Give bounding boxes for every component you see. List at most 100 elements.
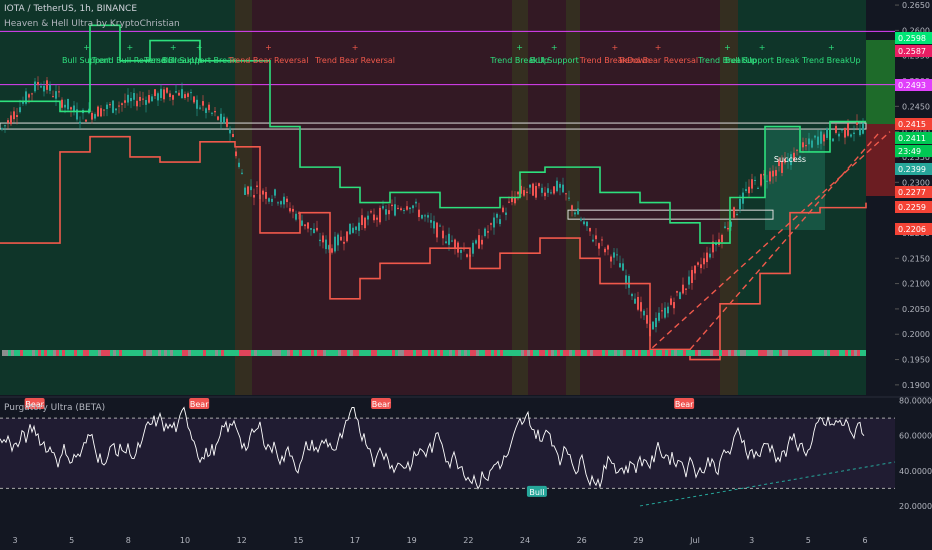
signal-strip-cell [839, 350, 842, 356]
candle-body [655, 317, 657, 328]
signal-strip-cell [719, 350, 722, 356]
candle-body [421, 214, 423, 219]
signal-strip-cell [857, 350, 860, 356]
signal-strip-cell [332, 350, 335, 356]
signal-strip-cell [371, 350, 374, 356]
candle-body [295, 213, 297, 220]
candle-body [478, 235, 480, 249]
projection-down-zone [866, 124, 895, 196]
price-axis-tag-label: 0.2411 [898, 134, 926, 143]
signal-strip-cell [5, 350, 8, 356]
signal-strip-cell [533, 350, 536, 356]
signal-strip-cell [443, 350, 446, 356]
candle-body [28, 94, 30, 98]
signal-strip-cell [299, 350, 302, 356]
candle-body [835, 125, 837, 133]
candle-body [25, 91, 27, 104]
price-axis-tag-label: 0.2399 [898, 165, 926, 174]
price-axis-tag-label: 23:49 [898, 147, 921, 156]
candle-body [688, 276, 690, 285]
oscillator-title: Purgatory Ultra (BETA) [4, 403, 106, 413]
signal-strip-cell [182, 350, 185, 356]
candle-body [316, 227, 318, 231]
signal-strip-cell [521, 350, 524, 356]
candle-body [736, 214, 738, 216]
signal-strip-cell [452, 350, 455, 356]
signal-strip-cell [464, 350, 467, 356]
candle-body [307, 222, 309, 229]
signal-strip-cell [842, 350, 845, 356]
signal-strip-cell [338, 350, 341, 356]
candle-body [181, 89, 183, 99]
price-tick-label: 0.2450 [902, 102, 930, 111]
signal-strip-cell [680, 350, 683, 356]
signal-strip-cell [158, 350, 161, 356]
signal-strip-cell [755, 350, 758, 356]
signal-strip-cell [47, 350, 50, 356]
candle-body [100, 108, 102, 117]
candle-body [256, 185, 258, 188]
signal-strip-cell [2, 350, 5, 356]
signal-strip-cell [737, 350, 740, 356]
signal-marker: + [516, 43, 523, 52]
candle-body [85, 119, 87, 122]
signal-strip-cell [428, 350, 431, 356]
signal-strip-cell [779, 350, 782, 356]
signal-strip-cell [218, 350, 221, 356]
price-tick-label: 0.1900 [902, 381, 930, 390]
candle-body [343, 241, 345, 244]
signal-strip-cell [326, 350, 329, 356]
candle-body [799, 156, 801, 158]
candle-body [388, 210, 390, 215]
signal-strip-cell [422, 350, 425, 356]
candle-body [118, 105, 120, 107]
signal-strip-cell [146, 350, 149, 356]
signal-strip-cell [383, 350, 386, 356]
signal-strip-cell [674, 350, 677, 356]
oscillator-signal-label: Bear [675, 400, 694, 409]
candle-body [37, 81, 39, 86]
signal-strip-cell [257, 350, 260, 356]
signal-label: Trend Bull Reversal [91, 56, 168, 65]
candle-body [289, 208, 291, 212]
candle-body [361, 215, 363, 225]
candle-body [700, 264, 702, 269]
signal-strip-cell [758, 350, 761, 356]
candle-body [418, 209, 420, 218]
price-tick-label: 0.2300 [902, 178, 930, 187]
candle-body [208, 104, 210, 111]
trend-zone [528, 0, 566, 395]
signal-strip-cell [89, 350, 92, 356]
candle-body [562, 184, 564, 193]
candle-body [538, 183, 540, 187]
signal-strip-cell [767, 350, 770, 356]
signal-strip-cell [491, 350, 494, 356]
candle-body [97, 106, 99, 117]
candle-body [595, 235, 597, 240]
candle-body [586, 221, 588, 227]
candle-body [634, 298, 636, 304]
signal-strip-cell [815, 350, 818, 356]
candle-body [766, 180, 768, 182]
signal-marker: + [265, 43, 272, 52]
signal-strip-cell [170, 350, 173, 356]
signal-strip-cell [524, 350, 527, 356]
price-tick-label: 0.2050 [902, 305, 930, 314]
price-tick-label: 0.1950 [902, 356, 930, 365]
oscillator-signal-label: Bear [25, 400, 44, 409]
signal-strip-cell [275, 350, 278, 356]
signal-strip-cell [548, 350, 551, 356]
candle-body [643, 310, 645, 316]
price-axis-tag [895, 118, 932, 130]
signal-strip-cell [269, 350, 272, 356]
candle-body [40, 86, 42, 88]
signal-strip-cell [653, 350, 656, 356]
time-tick-label: 24 [520, 536, 530, 545]
trend-zone [235, 0, 252, 395]
signal-strip-cell [665, 350, 668, 356]
candle-body [751, 179, 753, 189]
candle-body [691, 269, 693, 284]
candle-body [223, 116, 225, 124]
signal-strip-cell [644, 350, 647, 356]
